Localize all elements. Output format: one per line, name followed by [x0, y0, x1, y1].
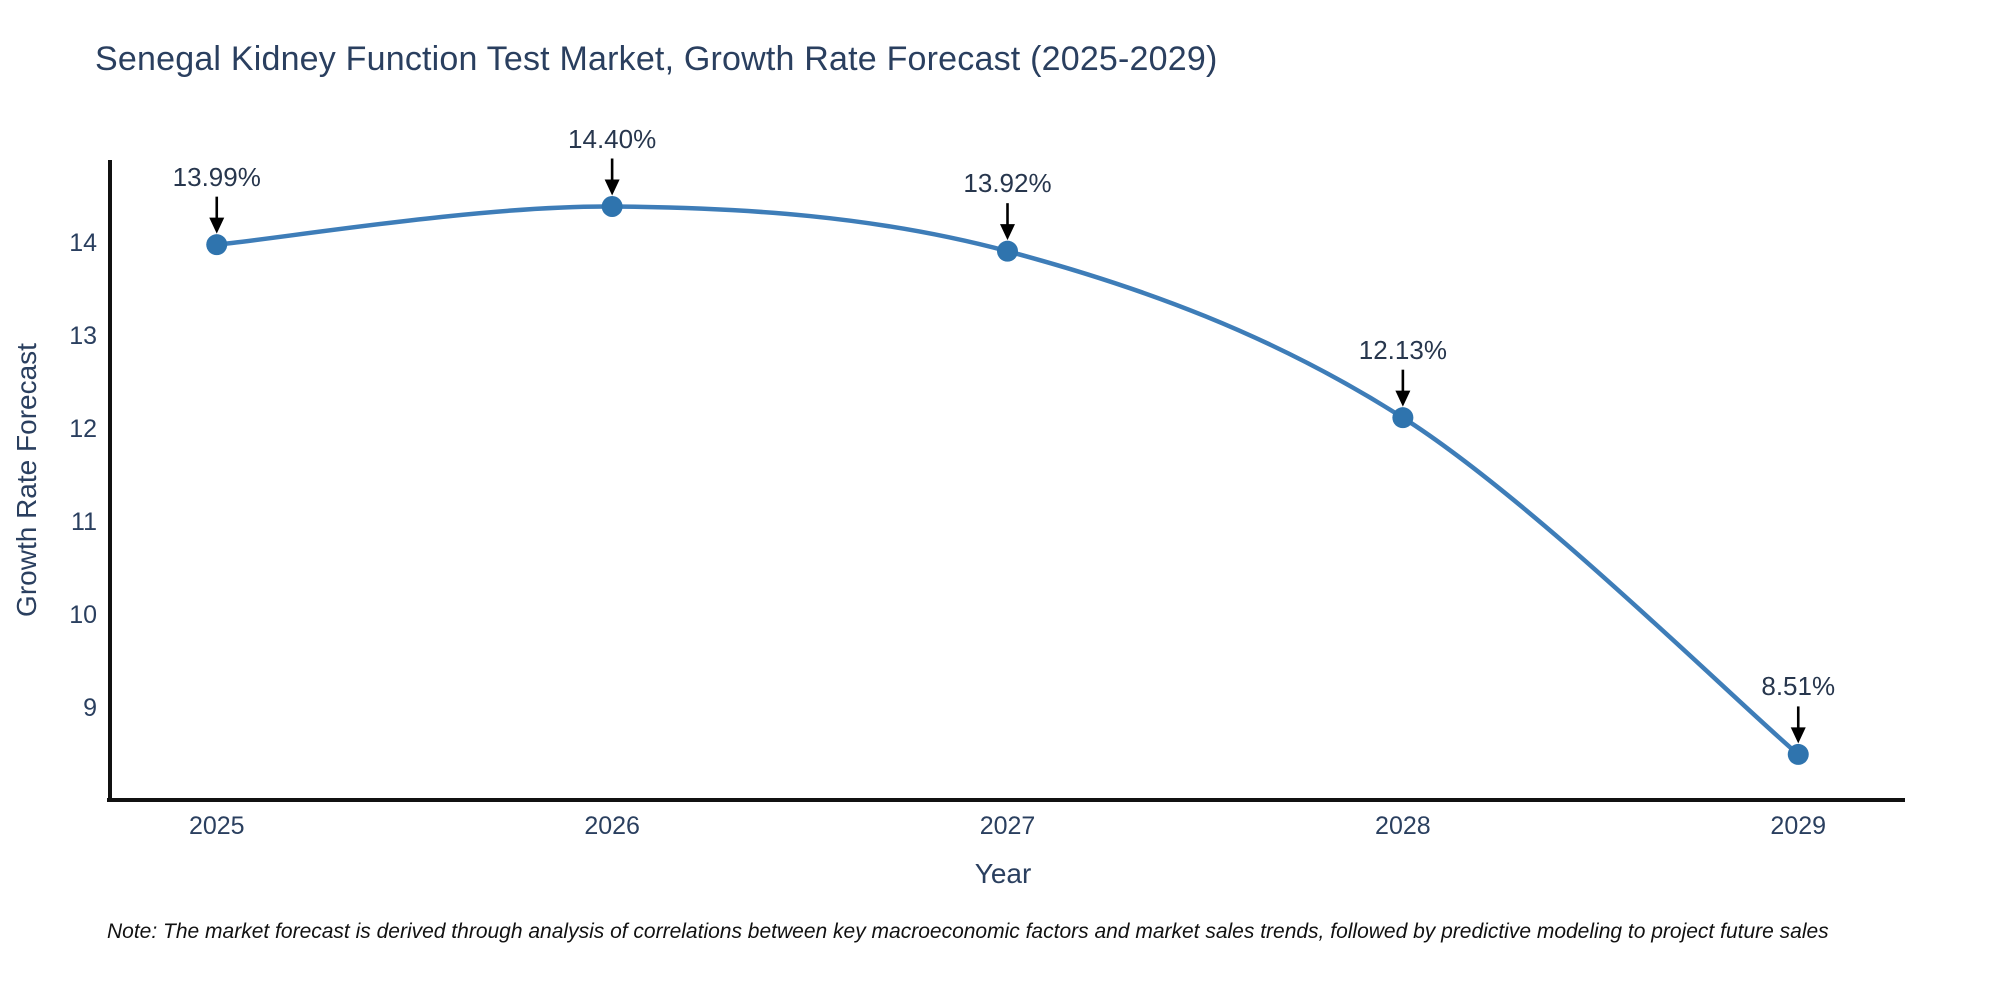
- y-tick-label: 14: [69, 228, 97, 257]
- x-tick-label: 2029: [1770, 812, 1827, 840]
- x-tick-label: 2027: [979, 812, 1036, 840]
- x-tick-label: 2028: [1375, 812, 1431, 840]
- y-tick-label: 11: [71, 507, 97, 536]
- data-point-marker[interactable]: [1392, 407, 1414, 429]
- data-point-value-label: 14.40%: [568, 123, 657, 154]
- annotation-arrow-head: [209, 217, 225, 234]
- data-point-value-label: 13.92%: [963, 168, 1052, 199]
- x-axis-title: Year: [974, 858, 1032, 889]
- data-point-value-label: 8.51%: [1761, 671, 1836, 702]
- data-point-marker[interactable]: [206, 234, 228, 256]
- y-tick-label: 9: [83, 693, 97, 722]
- data-point-value-label: 12.13%: [1358, 334, 1447, 365]
- y-tick-label: 12: [69, 414, 97, 443]
- data-point-marker[interactable]: [997, 240, 1018, 262]
- annotation-arrow-head: [1790, 727, 1806, 744]
- data-point-marker[interactable]: [601, 196, 623, 218]
- annotation-arrow-head: [1395, 390, 1411, 407]
- data-point-marker[interactable]: [1787, 743, 1809, 765]
- y-tick-label: 10: [69, 600, 97, 629]
- forecast-note: Note: The market forecast is derived thr…: [107, 920, 1829, 943]
- y-tick-label: 13: [69, 321, 97, 350]
- annotation-arrow-head: [604, 179, 620, 196]
- chart-title: Senegal Kidney Function Test Market, Gro…: [95, 40, 1218, 78]
- x-tick-label: 2026: [584, 812, 640, 840]
- x-tick-label: 2025: [188, 812, 245, 840]
- annotation-arrow-head: [1000, 224, 1015, 241]
- data-point-value-label: 13.99%: [172, 161, 261, 192]
- y-axis-title: Growth Rate Forecast: [11, 343, 42, 617]
- forecast-line: [214, 204, 1801, 757]
